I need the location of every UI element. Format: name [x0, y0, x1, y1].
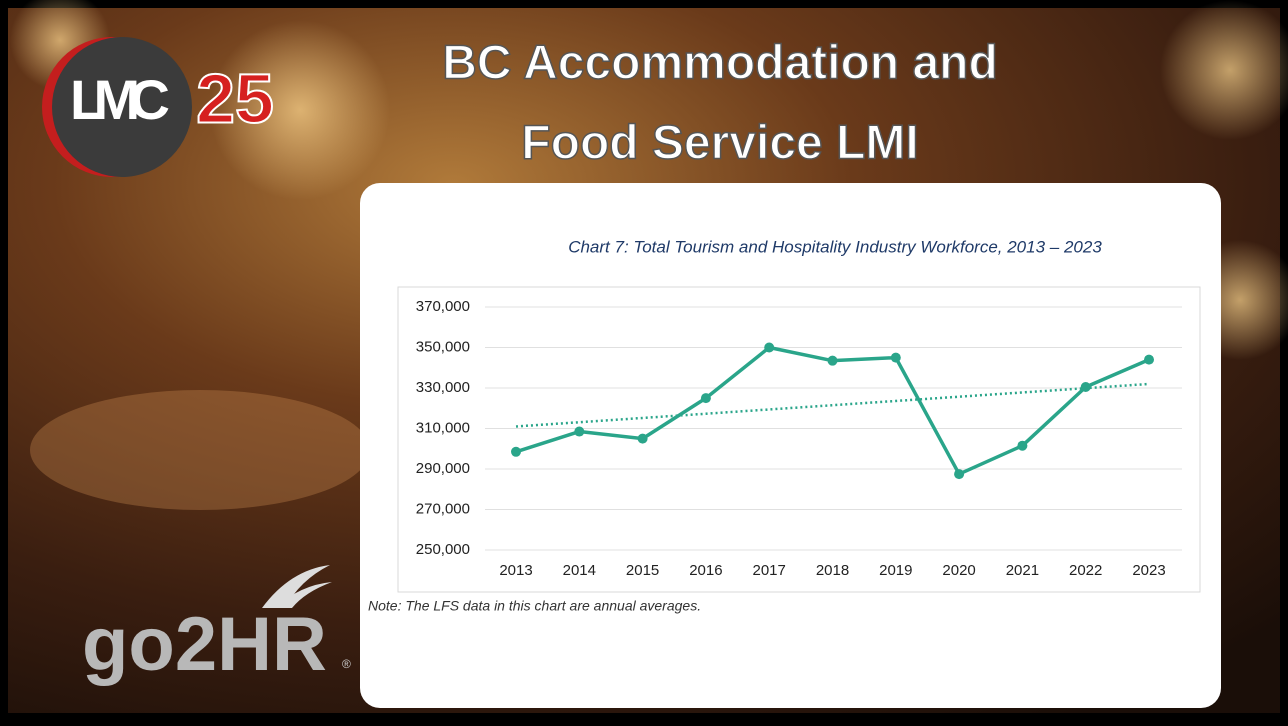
x-tick-label: 2020: [942, 562, 975, 579]
y-tick-label: 310,000: [416, 419, 470, 436]
point: [1081, 382, 1091, 392]
point: [638, 434, 648, 444]
page: LMC 25 BC Accommodation and Food Service…: [0, 0, 1288, 721]
point: [891, 353, 901, 363]
chart-title: Chart 7: Total Tourism and Hospitality I…: [568, 237, 1102, 256]
y-tick-label: 250,000: [416, 541, 470, 558]
y-tick-label: 350,000: [416, 338, 470, 355]
point: [764, 343, 774, 353]
chart-note: Note: The LFS data in this chart are ann…: [368, 598, 701, 614]
point: [511, 447, 521, 457]
point: [574, 427, 584, 437]
x-tick-label: 2013: [499, 562, 532, 579]
x-tick-label: 2019: [879, 562, 912, 579]
x-tick-label: 2022: [1069, 562, 1102, 579]
x-tick-label: 2014: [563, 562, 596, 579]
y-tick-label: 270,000: [416, 500, 470, 517]
point: [1144, 355, 1154, 365]
logo-number: 25: [196, 59, 274, 137]
logo-mark: ®: [342, 657, 351, 671]
x-tick-label: 2015: [626, 562, 659, 579]
x-tick-label: 2017: [753, 562, 786, 579]
y-tick-label: 290,000: [416, 460, 470, 477]
logo-text: go2HR: [82, 602, 327, 687]
y-tick-label: 370,000: [416, 298, 470, 315]
chart-card: [360, 183, 1221, 708]
logo-text: LMC: [70, 68, 170, 131]
table-glow: [30, 390, 370, 510]
x-tick-label: 2021: [1006, 562, 1039, 579]
point: [701, 393, 711, 403]
slide: LMC 25 BC Accommodation and Food Service…: [0, 0, 1288, 721]
x-tick-label: 2016: [689, 562, 722, 579]
point: [1017, 441, 1027, 451]
slide-title: Food Service LMI: [521, 117, 918, 170]
x-tick-label: 2018: [816, 562, 849, 579]
point: [954, 469, 964, 479]
point: [828, 356, 838, 366]
y-tick-label: 330,000: [416, 379, 470, 396]
x-tick-label: 2023: [1132, 562, 1165, 579]
slide-title: BC Accommodation and: [442, 37, 998, 90]
